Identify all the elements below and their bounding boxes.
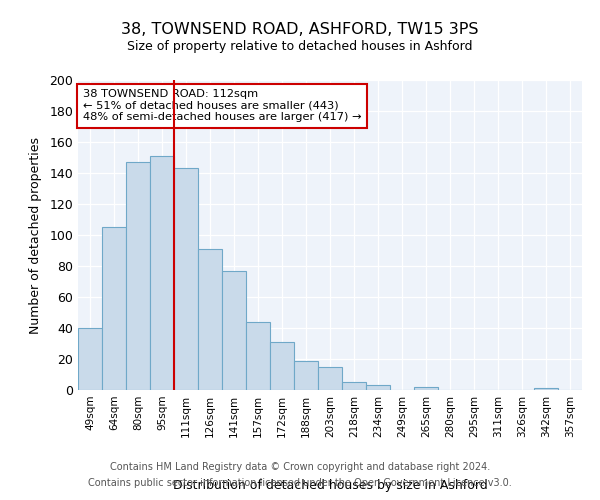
Bar xyxy=(534,388,558,390)
X-axis label: Distribution of detached houses by size in Ashford: Distribution of detached houses by size … xyxy=(173,478,487,492)
Bar xyxy=(342,382,366,390)
Text: Contains public sector information licensed under the Open Government Licence v3: Contains public sector information licen… xyxy=(88,478,512,488)
Text: 38, TOWNSEND ROAD, ASHFORD, TW15 3PS: 38, TOWNSEND ROAD, ASHFORD, TW15 3PS xyxy=(121,22,479,38)
Bar xyxy=(174,168,198,390)
Bar xyxy=(78,328,102,390)
Bar xyxy=(198,249,222,390)
Bar xyxy=(318,367,342,390)
Bar xyxy=(366,386,390,390)
Text: 38 TOWNSEND ROAD: 112sqm
← 51% of detached houses are smaller (443)
48% of semi-: 38 TOWNSEND ROAD: 112sqm ← 51% of detach… xyxy=(83,90,362,122)
Text: Size of property relative to detached houses in Ashford: Size of property relative to detached ho… xyxy=(127,40,473,53)
Bar xyxy=(150,156,174,390)
Bar xyxy=(294,360,318,390)
Bar xyxy=(222,270,246,390)
Bar xyxy=(126,162,150,390)
Bar xyxy=(102,227,126,390)
Bar xyxy=(246,322,270,390)
Bar xyxy=(414,387,438,390)
Bar xyxy=(270,342,294,390)
Text: Contains HM Land Registry data © Crown copyright and database right 2024.: Contains HM Land Registry data © Crown c… xyxy=(110,462,490,472)
Y-axis label: Number of detached properties: Number of detached properties xyxy=(29,136,43,334)
